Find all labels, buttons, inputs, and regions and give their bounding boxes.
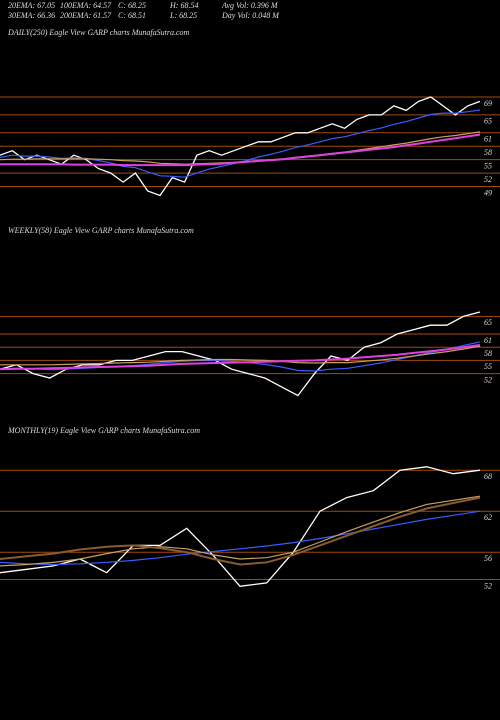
y-tick-label: 56: [484, 554, 492, 563]
y-tick-label: 52: [484, 581, 492, 590]
y-tick-label: 62: [484, 513, 492, 522]
price-line: [0, 496, 481, 566]
y-tick-label: 65: [484, 117, 492, 126]
header-stat: C: 68.51: [118, 11, 146, 20]
header-stat: C: 68.25: [118, 1, 146, 10]
price-line: [0, 133, 481, 167]
header-stat: 100EMA: 64.57: [60, 1, 112, 10]
y-tick-label: 69: [484, 99, 492, 108]
y-tick-label: 55: [484, 362, 492, 371]
header-stat: Day Vol: 0.048 M: [221, 11, 280, 20]
price-line: [0, 344, 481, 371]
price-line: [0, 345, 481, 366]
panel-title: DAILY(250) Eagle View GARP charts Munafa…: [7, 28, 190, 37]
y-tick-label: 58: [484, 148, 492, 157]
panel-title: WEEKLY(58) Eagle View GARP charts Munafa…: [8, 226, 194, 235]
price-line: [0, 495, 481, 567]
y-tick-label: 49: [484, 188, 492, 197]
y-tick-label: 58: [484, 349, 492, 358]
panel-title: MONTHLY(19) Eagle View GARP charts Munaf…: [7, 426, 200, 435]
y-tick-label: 65: [484, 318, 492, 327]
header-stat: L: 68.25: [169, 11, 197, 20]
header-stat: H: 68.54: [169, 1, 198, 10]
y-tick-label: 61: [484, 336, 492, 345]
header-stat: Avg Vol: 0.396 M: [221, 1, 279, 10]
price-line: [0, 311, 481, 397]
price-line: [0, 96, 481, 197]
y-tick-label: 61: [484, 135, 492, 144]
y-tick-label: 68: [484, 472, 492, 481]
header-stat: 30EMA: 66.36: [7, 11, 55, 20]
y-tick-label: 52: [484, 175, 492, 184]
y-tick-label: 55: [484, 162, 492, 171]
price-line: [0, 510, 481, 566]
header-stat: 200EMA: 61.57: [60, 11, 112, 20]
header-stat: 20EMA: 67.05: [8, 1, 55, 10]
y-tick-label: 52: [484, 375, 492, 384]
